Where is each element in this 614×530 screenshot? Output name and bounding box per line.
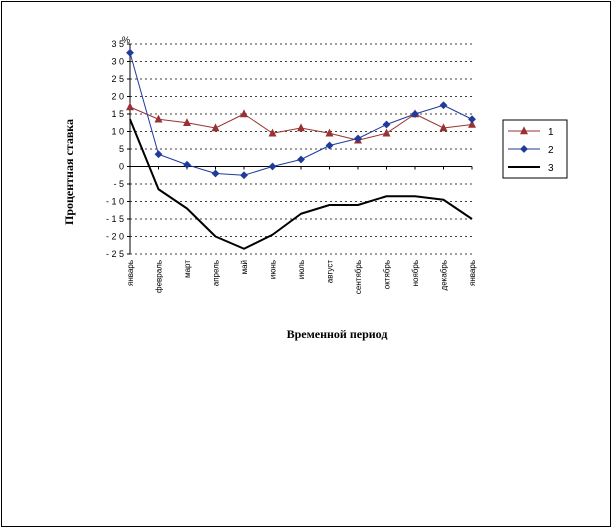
series-3-line [129, 118, 473, 250]
x-tick-label: май [240, 260, 249, 274]
y-tick-label: 0 [119, 162, 124, 172]
x-tick-label: август [326, 260, 335, 284]
y-tick-label: - 1 0 [106, 197, 124, 207]
y-tick-label: 2 5 [111, 74, 124, 84]
x-tick-label: июнь [269, 260, 278, 279]
x-tick-label: ноябрь [411, 260, 420, 286]
grid-lines [130, 43, 472, 255]
x-tick-label: декабрь [440, 260, 449, 290]
y-tick-label: 3 5 [111, 39, 124, 49]
x-tick-label: январь [468, 260, 477, 286]
series-2-point [468, 115, 476, 124]
y-tick-label: 5 [119, 144, 124, 154]
x-tick-label: март [183, 260, 192, 278]
series-1-point [325, 128, 334, 137]
y-tick-label: - 5 [113, 179, 124, 189]
series-2-point [183, 160, 191, 169]
y-tick-label: 1 5 [111, 109, 124, 119]
y-tick-labels: 3 5 3 0 2 5 2 0 1 5 1 0 5 0 - 5 - 1 0 - 1 5 - 2 0 - … [106, 35, 130, 259]
x-tick-label: сентябрь [354, 260, 363, 294]
y-tick-label: - 2 5 [106, 249, 124, 259]
series-2-point [439, 101, 448, 110]
legend-label: 3 [548, 163, 554, 174]
series-1-point [268, 128, 277, 137]
legend-marker [520, 145, 528, 153]
series-2-point [154, 150, 163, 159]
series-2-point [240, 171, 248, 180]
series-1-point [211, 123, 220, 132]
y-axis-title: Процентная ставка [62, 119, 76, 225]
series-markers [126, 48, 476, 180]
series-2-point [382, 120, 391, 129]
series-1-point [439, 123, 448, 132]
y-tick-label: 1 0 [111, 127, 124, 137]
series-1-point [126, 102, 134, 111]
series-1-point [240, 109, 248, 118]
series-1-point [183, 118, 191, 127]
x-tick-label: февраль [155, 260, 164, 293]
series-1-point [468, 119, 476, 128]
y-tick-label: - 2 0 [106, 232, 124, 242]
legend-label: 1 [548, 127, 554, 138]
y-tick-label: - 1 5 [106, 214, 124, 224]
legend-marker [520, 126, 528, 135]
y-tick-label: 2 0 [111, 92, 124, 102]
series-2-point [411, 110, 419, 118]
legend-label: 2 [548, 145, 554, 156]
series-1-point [297, 123, 305, 132]
x-tick-label: апрель [212, 260, 221, 286]
series-2-point [211, 169, 220, 178]
series-2-point [325, 141, 334, 150]
legend: 1 2 3 [502, 119, 568, 179]
x-tick-label: январь [126, 260, 135, 286]
y-tick-label: 3 0 [111, 57, 124, 67]
series-2-point [268, 162, 277, 171]
x-tick-label: июль [297, 260, 306, 279]
x-tick-labels: январь февраль март апрель май июнь июль август… [126, 260, 477, 294]
x-tick-label: октябрь [383, 260, 392, 289]
series-1-point [154, 114, 163, 123]
y-unit-label: % [122, 35, 130, 45]
series-2-point [126, 48, 134, 57]
series-2-point [354, 134, 362, 143]
series-2-point [297, 155, 305, 164]
series-1-point [382, 128, 391, 137]
x-axis-title: Временной период [287, 327, 388, 341]
